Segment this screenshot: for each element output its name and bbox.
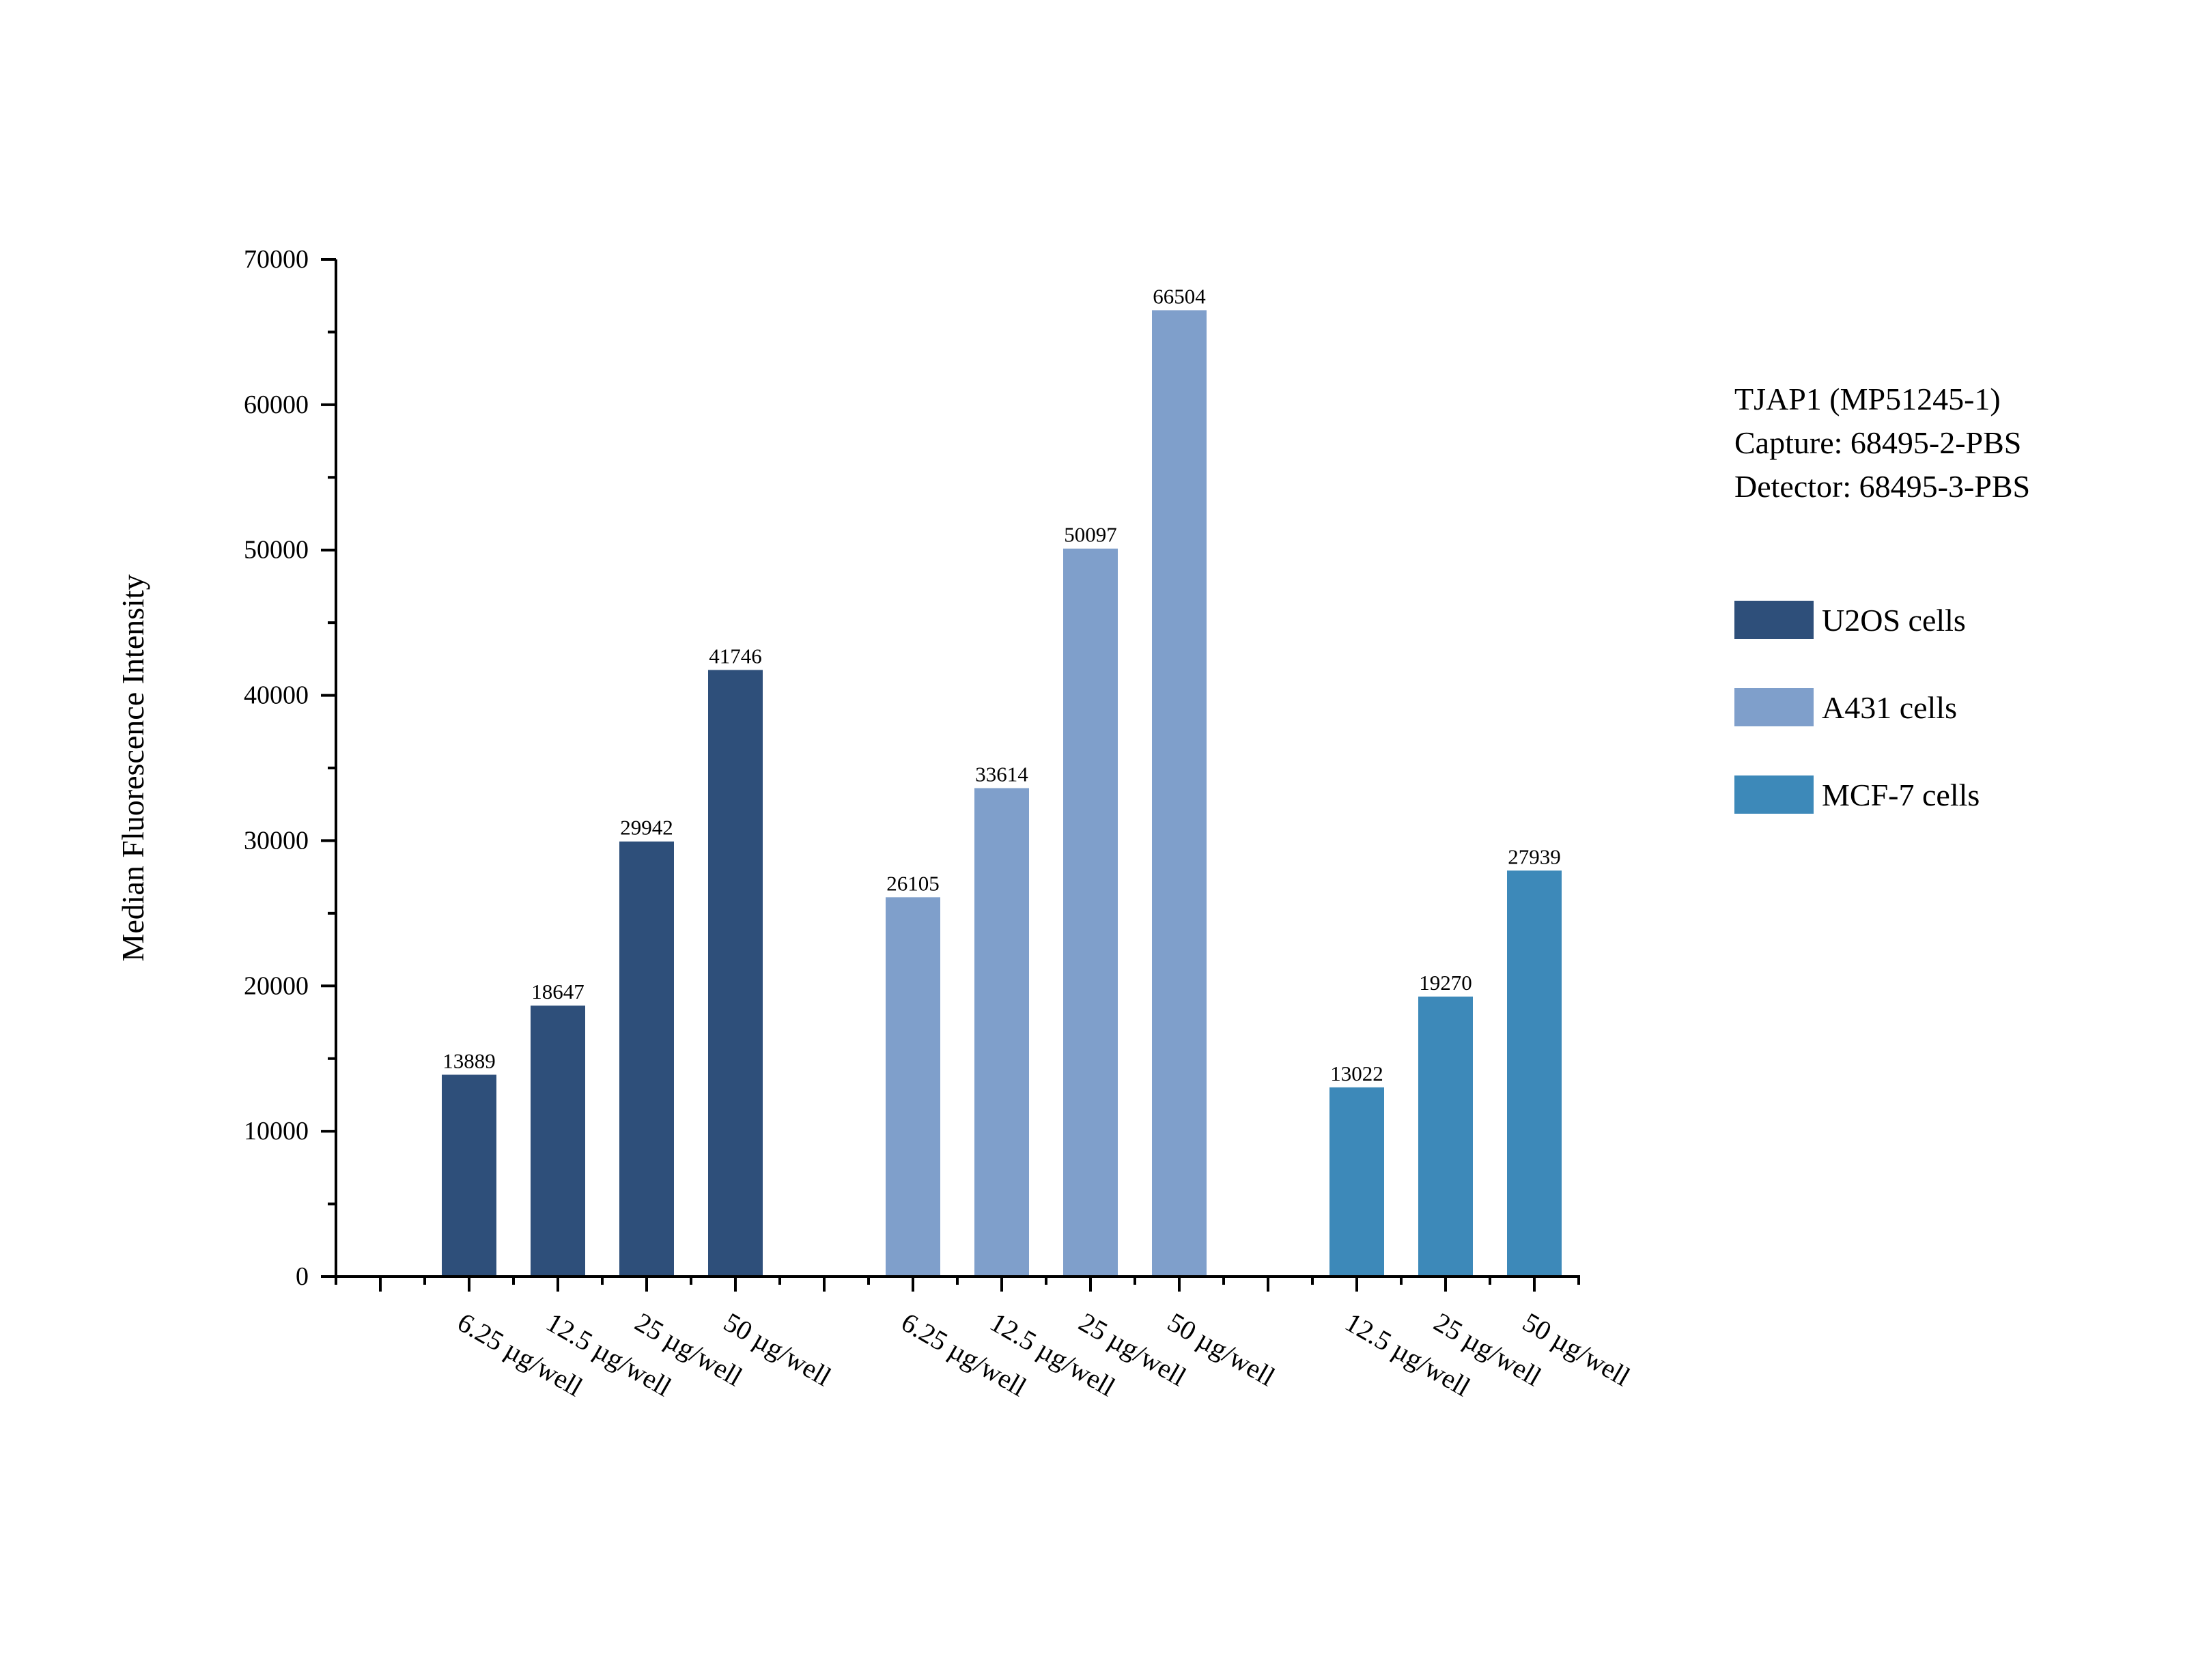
value-label-3-1: 13022 [1330, 1062, 1383, 1085]
bar-3-3 [1507, 870, 1562, 1277]
info-line-3: Detector: 68495-3-PBS [1734, 469, 2030, 504]
value-label-1-2: 18647 [531, 980, 585, 1003]
bar-2-4 [1152, 310, 1207, 1277]
legend-label-3: MCF-7 cells [1822, 778, 1980, 812]
y-tick-label-1: 0 [296, 1262, 309, 1291]
legend-label-1: U2OS cells [1822, 603, 1966, 638]
value-label-2-3: 50097 [1064, 523, 1117, 547]
value-label-1-3: 29942 [620, 816, 673, 840]
value-label-2-2: 33614 [975, 763, 1028, 786]
value-label-2-4: 66504 [1153, 284, 1206, 308]
y-tick-label-8: 70000 [244, 245, 309, 274]
bar-2-1 [886, 897, 940, 1277]
y-tick-label-5: 40000 [244, 681, 309, 710]
legend-swatch-2 [1734, 688, 1814, 726]
y-tick-label-7: 60000 [244, 390, 309, 419]
info-line-1: TJAP1 (MP51245-1) [1734, 382, 2001, 416]
bar-3-2 [1418, 996, 1473, 1277]
y-tick-label-2: 10000 [244, 1117, 309, 1145]
bar-1-1 [442, 1074, 496, 1277]
bar-3-1 [1329, 1087, 1384, 1277]
y-axis-title: Median Fluorescence Intensity [115, 574, 150, 961]
info-line-2: Capture: 68495-2-PBS [1734, 425, 2021, 460]
bar-1-4 [708, 670, 763, 1277]
legend-swatch-3 [1734, 775, 1814, 814]
bar-1-3 [619, 841, 674, 1277]
bar-2-2 [974, 788, 1029, 1277]
y-tick-label-6: 50000 [244, 536, 309, 565]
y-tick-label-3: 20000 [244, 971, 309, 1000]
bar-2-3 [1063, 548, 1118, 1277]
value-label-3-2: 19270 [1419, 971, 1472, 995]
y-tick-label-4: 30000 [244, 826, 309, 855]
value-label-3-3: 27939 [1508, 844, 1561, 868]
value-label-2-1: 26105 [886, 871, 940, 895]
value-label-1-4: 41746 [709, 644, 762, 668]
value-label-1-1: 13889 [442, 1049, 496, 1072]
legend-swatch-1 [1734, 601, 1814, 639]
bar-1-2 [531, 1006, 585, 1277]
legend-label-2: A431 cells [1822, 690, 1957, 725]
